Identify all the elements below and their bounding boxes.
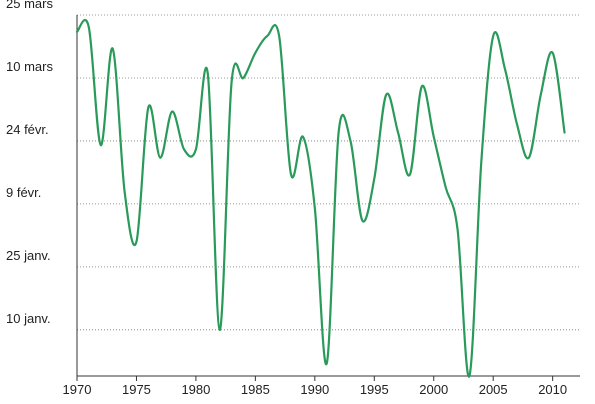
x-tick-label: 1970	[63, 382, 92, 397]
y-tick-label: 10 mars	[6, 59, 53, 74]
x-tick-label: 2000	[419, 382, 448, 397]
series-line	[75, 19, 566, 378]
series-group	[75, 19, 566, 378]
y-tick-label: 24 févr.	[6, 122, 49, 137]
y-tick-labels: 10 janv. 25 janv. 9 févr. 24 févr. 10 mars 25…	[6, 0, 53, 326]
x-tick-label: 1980	[181, 382, 210, 397]
grid-lines	[77, 14, 580, 331]
x-tick-label: 1975	[122, 382, 151, 397]
y-tick-label: 10 janv.	[6, 311, 51, 326]
x-tick-label: 1985	[241, 382, 270, 397]
y-tick-label: 25 mars	[6, 0, 53, 11]
y-tick-label: 9 févr.	[6, 185, 41, 200]
x-tick-label: 2010	[538, 382, 567, 397]
x-tick-label: 2005	[479, 382, 508, 397]
x-tick-labels: 1970 1975 1980 1985 1990 1995 2000 2005 2010	[63, 382, 568, 397]
y-tick-label: 25 janv.	[6, 248, 51, 263]
x-tick-label: 1995	[360, 382, 389, 397]
axes	[76, 15, 580, 381]
x-tick-label: 1990	[300, 382, 329, 397]
